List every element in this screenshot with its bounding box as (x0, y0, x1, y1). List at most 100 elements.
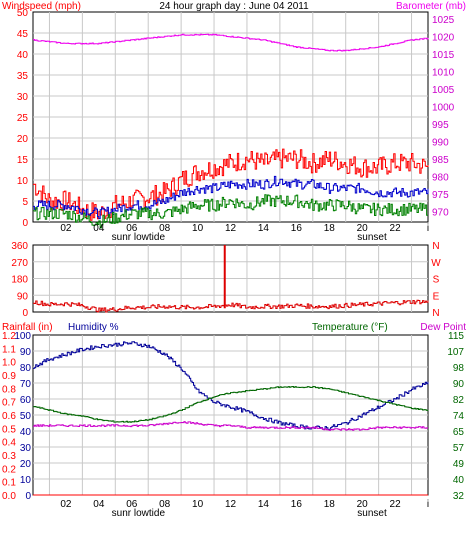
humidity-tick-label: 10 (20, 475, 32, 486)
chart-title: 24 hour graph day : June 04 2011 (159, 1, 309, 12)
x-tick-label: 06 (126, 223, 138, 234)
wind-tick-label: 0 (22, 218, 28, 229)
rain-axis-title: Rainfall (in) (2, 322, 53, 333)
humidity-tick-label: 0 (25, 491, 31, 502)
baro-tick-label: 1010 (432, 68, 455, 79)
temp-tick-label: 32 (453, 491, 465, 502)
temp-tick-label: 90 (453, 379, 465, 390)
humidity-tick-label: 50 (20, 411, 32, 422)
sunset-label: sunset (357, 508, 387, 519)
rain-tick-label: 0.3 (2, 451, 16, 462)
rain-tick-label: 0.9 (2, 371, 16, 382)
temp-tick-label: 82 (453, 395, 465, 406)
baro-tick-label: 995 (432, 120, 449, 131)
x-tick-label: 18 (324, 223, 336, 234)
avg-wind-line (33, 175, 429, 220)
x-tick-label: i (427, 223, 429, 234)
compass-label: E (433, 291, 440, 302)
wind-tick-label: 25 (17, 113, 29, 124)
baro-tick-label: 985 (432, 155, 449, 166)
temp-tick-label: 107 (447, 347, 464, 358)
baro-axis-title: Barometer (mb) (396, 1, 466, 12)
humidity-tick-label: 20 (20, 459, 32, 470)
wind-tick-label: 15 (17, 155, 29, 166)
x-tick-label: 16 (291, 499, 303, 510)
x-tick-label: 08 (159, 223, 171, 234)
x-tick-label: 06 (126, 499, 138, 510)
rain-tick-label: 0.8 (2, 384, 16, 395)
x-tick-label: 22 (390, 499, 402, 510)
humidity-tick-label: 30 (20, 443, 32, 454)
wind-tick-label: 20 (17, 134, 29, 145)
compass-label: S (433, 275, 440, 286)
wind-tick-label: 10 (17, 176, 29, 187)
x-tick-label: 02 (60, 499, 72, 510)
x-tick-label: 02 (60, 223, 72, 234)
rain-tick-label: 0.5 (2, 424, 16, 435)
wind-axis-title: Windspeed (mph) (2, 1, 81, 12)
temp-tick-label: 40 (453, 475, 465, 486)
rain-tick-label: 1.0 (2, 358, 16, 369)
x-tick-label: 18 (324, 499, 336, 510)
baro-tick-label: 970 (432, 208, 449, 219)
rain-tick-label: 0.2 (2, 464, 16, 475)
x-tick-label: i (427, 499, 429, 510)
humidity-axis-title: Humidity % (68, 322, 119, 333)
temp-tick-label: 57 (453, 443, 465, 454)
wind-tick-label: 30 (17, 92, 29, 103)
baro-tick-label: 980 (432, 173, 449, 184)
baro-tick-label: 975 (432, 190, 449, 201)
x-tick-label: 14 (258, 223, 270, 234)
dir-tick-label: 360 (11, 241, 28, 252)
humidity-tick-label: 70 (20, 379, 32, 390)
dir-tick-label: 0 (22, 308, 28, 319)
baro-tick-label: 990 (432, 138, 449, 149)
x-tick-label: 20 (357, 499, 369, 510)
baro-tick-label: 1020 (432, 33, 455, 44)
x-tick-label: 14 (258, 499, 270, 510)
x-tick-label: 10 (192, 499, 204, 510)
temp-tick-label: 65 (453, 427, 465, 438)
temp-tick-label: 74 (453, 411, 465, 422)
x-tick-label: 12 (225, 499, 237, 510)
temp-axis-title: Temperature (°F) (312, 322, 388, 333)
temp-tick-label: 115 (448, 331, 464, 342)
humidity-tick-label: 40 (20, 427, 32, 438)
humidity-tick-label: 80 (20, 363, 32, 374)
rain-tick-label: 1.1 (2, 344, 16, 355)
sunrise-lowtide-label: sunr lowtide (112, 232, 166, 243)
x-tick-label: 16 (291, 223, 303, 234)
compass-label: N (432, 308, 439, 319)
rain-tick-label: 0.1 (2, 478, 16, 489)
humidity-line (33, 341, 429, 430)
baro-tick-label: 1015 (432, 50, 455, 61)
wind-baro-panel: 5045403530252015105010251020101510101005… (17, 8, 455, 243)
rain-tick-label: 0.0 (2, 491, 16, 502)
dir-tick-label: 90 (17, 291, 29, 302)
low-wind-line (33, 194, 428, 229)
baro-tick-label: 1005 (432, 85, 455, 96)
temperature-line (33, 386, 429, 423)
baro-tick-label: 1000 (432, 103, 455, 114)
compass-label: N (432, 241, 439, 252)
sunset-label: sunset (357, 232, 387, 243)
humidity-tick-label: 100 (14, 331, 31, 342)
dir-tick-label: 180 (11, 275, 28, 286)
sunrise-lowtide-label: sunr lowtide (112, 508, 166, 519)
barometer-line (33, 33, 429, 52)
wind-tick-label: 35 (17, 71, 29, 82)
dew-axis-title: Dew Point (420, 322, 466, 333)
wind-tick-label: 45 (17, 29, 29, 40)
baro-tick-label: 1025 (432, 15, 455, 26)
x-tick-label: 04 (93, 223, 105, 234)
rain-tick-label: 1.2 (2, 331, 16, 342)
x-tick-label: 22 (390, 223, 402, 234)
wind-tick-label: 50 (17, 8, 29, 19)
x-tick-label: 04 (93, 499, 105, 510)
x-tick-label: 20 (357, 223, 369, 234)
rain-tick-label: 0.6 (2, 411, 16, 422)
dir-tick-label: 270 (11, 258, 28, 269)
